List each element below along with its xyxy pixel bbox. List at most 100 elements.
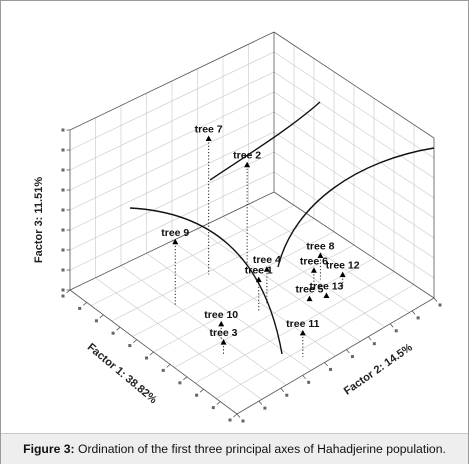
- point-label-tree-4: tree 4: [253, 254, 281, 266]
- point-marker-tree-4: [263, 266, 270, 272]
- tick-mark: [216, 401, 221, 405]
- tick-mark: [389, 323, 394, 328]
- point-marker-tree-6: [310, 267, 317, 273]
- group-boundary-curve: [277, 147, 435, 268]
- box-edge: [69, 191, 275, 291]
- axis-title-factor-3: Factor 3: 11.51%: [33, 177, 45, 263]
- tick-glyph: [94, 319, 98, 323]
- tick-glyph: [128, 344, 132, 348]
- tick-mark: [183, 376, 188, 381]
- tick-mark: [82, 302, 87, 306]
- caption-text: Ordination of the first three principal …: [74, 442, 446, 456]
- tick-glyph: [438, 303, 442, 307]
- tick-glyph: [61, 268, 65, 272]
- partition-curves: [129, 101, 435, 355]
- tick-glyph: [78, 306, 82, 310]
- tick-glyph: [285, 393, 289, 397]
- tick-mark: [199, 388, 204, 393]
- tick-glyph: [228, 418, 232, 422]
- tick-mark: [302, 375, 306, 380]
- tick-glyph: [178, 381, 182, 385]
- tick-glyph: [307, 380, 311, 384]
- point-label-tree-6: tree 6: [300, 255, 328, 267]
- tick-glyph: [211, 406, 215, 410]
- tick-glyph: [61, 294, 65, 298]
- tick-mark: [433, 297, 438, 302]
- tick-glyph: [61, 188, 65, 192]
- point-marker-tree-2: [244, 161, 251, 168]
- figure-caption: Figure 3: Ordination of the first three …: [1, 433, 468, 464]
- point-label-tree-11: tree 11: [286, 318, 319, 330]
- point-label-tree-5: tree 5: [296, 284, 324, 296]
- tick-glyph: [61, 208, 65, 212]
- tick-mark: [99, 314, 104, 319]
- floor-grid-line: [195, 271, 395, 384]
- floor-grid-line: [222, 216, 385, 328]
- tick-mark: [258, 400, 263, 405]
- axis-title-factor-1: Factor 1: 38.82%: [85, 341, 159, 406]
- group-boundary-curve: [209, 101, 321, 181]
- tick-glyph: [61, 248, 65, 252]
- tick-mark: [149, 351, 154, 356]
- tick-glyph: [372, 342, 376, 346]
- point-label-tree-13: tree 13: [310, 281, 344, 293]
- tick-glyph: [61, 168, 65, 172]
- box-edge: [236, 297, 435, 415]
- tick-mark: [280, 387, 285, 392]
- point-marker-tree-9: [172, 238, 179, 245]
- point-marker-tree-7: [205, 135, 212, 141]
- tick-mark: [66, 289, 71, 294]
- point-label-tree-1: tree 1: [245, 265, 273, 277]
- caption-prefix: Figure 3:: [23, 442, 75, 456]
- group-boundary-curve: [129, 207, 283, 355]
- point-label-tree-2: tree 2: [233, 150, 261, 162]
- tick-mark: [368, 336, 372, 341]
- tick-mark: [346, 349, 350, 354]
- drop-lines: [174, 142, 344, 357]
- tick-mark: [233, 413, 238, 418]
- point-marker-tree-5: [306, 295, 313, 302]
- point-marker-tree-11: [299, 329, 306, 336]
- point-marker-tree-13: [323, 292, 330, 299]
- tick-glyph: [61, 148, 65, 152]
- tick-glyph: [161, 368, 165, 372]
- point-label-tree-7: tree 7: [195, 123, 223, 135]
- box-edge: [69, 31, 275, 131]
- floor-grid-line: [197, 228, 361, 342]
- grid-layer: [69, 32, 435, 400]
- tick-layer: [61, 128, 442, 423]
- tick-glyph: [61, 228, 65, 232]
- box-edge: [273, 31, 435, 139]
- box-edge: [273, 191, 435, 299]
- tick-mark: [133, 339, 138, 343]
- tick-mark: [411, 310, 416, 315]
- point-marker-tree-1: [255, 276, 262, 283]
- axis-title-factor-2: Factor 2: 14.5%: [342, 341, 415, 397]
- floor-grid-line: [248, 204, 410, 313]
- point-marker-tree-3: [220, 339, 227, 345]
- floor-grid-line: [215, 284, 415, 399]
- point-marker-tree-8: [317, 252, 324, 258]
- tick-mark: [166, 364, 171, 368]
- tick-glyph: [394, 329, 398, 333]
- tick-glyph: [241, 419, 245, 423]
- point-label-tree-10: tree 10: [204, 309, 238, 321]
- point-label-tree-12: tree 12: [326, 260, 360, 272]
- point-label-tree-8: tree 8: [306, 240, 334, 252]
- tick-glyph: [111, 331, 115, 335]
- tick-glyph: [416, 316, 420, 320]
- tick-mark: [236, 413, 241, 418]
- tick-glyph: [329, 367, 333, 371]
- tick-mark: [324, 362, 328, 367]
- floor-grid-line: [171, 240, 336, 357]
- tick-glyph: [61, 288, 65, 292]
- point-marker-tree-10: [218, 320, 225, 327]
- tick-glyph: [195, 393, 199, 397]
- point-marker-tree-12: [339, 271, 346, 278]
- tick-glyph: [145, 356, 148, 360]
- point-label-tree-9: tree 9: [161, 227, 189, 239]
- tick-glyph: [263, 406, 267, 410]
